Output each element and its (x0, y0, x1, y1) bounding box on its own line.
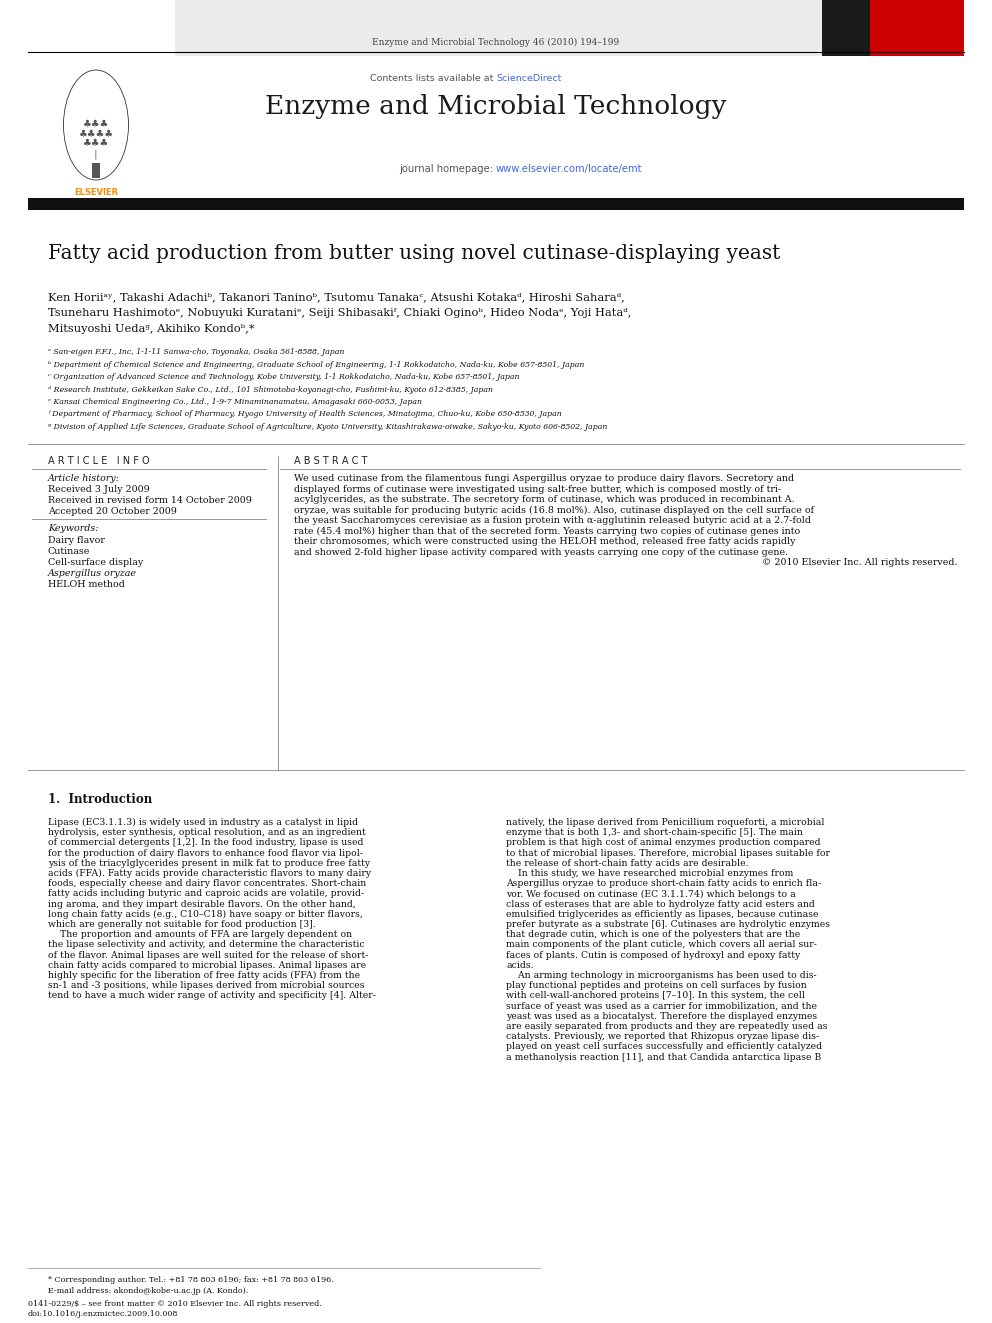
Text: acids.: acids. (506, 960, 534, 970)
Bar (870, 0, 964, 56)
Bar (175, 0, 820, 56)
Text: Received 3 July 2009: Received 3 July 2009 (48, 486, 150, 493)
Text: Article history:: Article history: (48, 474, 120, 483)
Text: foods, especially cheese and dairy flavor concentrates. Short-chain: foods, especially cheese and dairy flavo… (48, 880, 366, 888)
Text: class of esterases that are able to hydrolyze fatty acid esters and: class of esterases that are able to hydr… (506, 900, 814, 909)
Text: EMT: EMT (890, 120, 942, 140)
Text: rate (45.4 mol%) higher than that of the secreted form. Yeasts carrying two copi: rate (45.4 mol%) higher than that of the… (294, 527, 801, 536)
Text: ᵇ Department of Chemical Science and Engineering, Graduate School of Engineering: ᵇ Department of Chemical Science and Eng… (48, 360, 584, 369)
Text: 0141-0229/$ – see front matter © 2010 Elsevier Inc. All rights reserved.: 0141-0229/$ – see front matter © 2010 El… (28, 1301, 321, 1308)
Text: of commercial detergents [1,2]. In the food industry, lipase is used: of commercial detergents [1,2]. In the f… (48, 839, 363, 848)
Text: ♣♣♣
♣♣♣♣
♣♣♣
  |: ♣♣♣ ♣♣♣♣ ♣♣♣ | (78, 120, 113, 159)
Text: Received in revised form 14 October 2009: Received in revised form 14 October 2009 (48, 496, 252, 505)
Text: with cell-wall-anchored proteins [7–10]. In this system, the cell: with cell-wall-anchored proteins [7–10].… (506, 991, 805, 1000)
Text: Contents lists available at: Contents lists available at (370, 74, 496, 83)
Text: tend to have a much wider range of activity and specificity [4]. Alter-: tend to have a much wider range of activ… (48, 991, 376, 1000)
Text: Keywords:: Keywords: (48, 524, 98, 533)
Text: Enzyme and Microbial Technology: Enzyme and Microbial Technology (265, 94, 727, 119)
Text: HELOH method: HELOH method (48, 579, 125, 589)
Text: ᶠ Department of Pharmacy, School of Pharmacy, Hyogo University of Health Science: ᶠ Department of Pharmacy, School of Phar… (48, 410, 561, 418)
Text: the yeast Saccharomyces cerevisiae as a fusion protein with α-agglutinin release: the yeast Saccharomyces cerevisiae as a … (294, 516, 811, 525)
Text: The proportion and amounts of FFA are largely dependent on: The proportion and amounts of FFA are la… (48, 930, 352, 939)
Text: fatty acids including butyric and caproic acids are volatile, provid-: fatty acids including butyric and caproi… (48, 889, 364, 898)
Text: hydrolysis, ester synthesis, optical resolution, and as an ingredient: hydrolysis, ester synthesis, optical res… (48, 828, 366, 837)
Text: ELSEVIER: ELSEVIER (74, 188, 118, 197)
Text: ScienceDirect: ScienceDirect (496, 74, 561, 83)
Text: ENZYME AND
MICROBIAL
TECHNOLOGY: ENZYME AND MICROBIAL TECHNOLOGY (823, 91, 857, 108)
Text: vor. We focused on cutinase (EC 3.1.1.74) which belongs to a: vor. We focused on cutinase (EC 3.1.1.74… (506, 889, 796, 898)
Bar (28, 198, 964, 210)
Text: acylglycerides, as the substrate. The secretory form of cutinase, which was prod: acylglycerides, as the substrate. The se… (294, 495, 795, 504)
Text: Fatty acid production from butter using novel cutinase-displaying yeast: Fatty acid production from butter using … (48, 243, 781, 263)
Text: highly specific for the liberation of free fatty acids (FFA) from the: highly specific for the liberation of fr… (48, 971, 360, 980)
Text: Cutinase: Cutinase (48, 546, 90, 556)
Text: Enzyme and Microbial Technology 46 (2010) 194–199: Enzyme and Microbial Technology 46 (2010… (372, 38, 620, 48)
Text: play functional peptides and proteins on cell surfaces by fusion: play functional peptides and proteins on… (506, 982, 806, 990)
Text: acids (FFA). Fatty acids provide characteristic flavors to many dairy: acids (FFA). Fatty acids provide charact… (48, 869, 371, 878)
Text: chain fatty acids compared to microbial lipases. Animal lipases are: chain fatty acids compared to microbial … (48, 960, 366, 970)
Text: ing aroma, and they impart desirable flavors. On the other hand,: ing aroma, and they impart desirable fla… (48, 900, 356, 909)
Text: catalysts. Previously, we reported that Rhizopus oryzae lipase dis-: catalysts. Previously, we reported that … (506, 1032, 819, 1041)
Text: main components of the plant cuticle, which covers all aerial sur-: main components of the plant cuticle, wh… (506, 941, 816, 950)
Text: A R T I C L E   I N F O: A R T I C L E I N F O (48, 456, 150, 466)
Bar (822, 0, 964, 56)
Text: the lipase selectivity and activity, and determine the characteristic: the lipase selectivity and activity, and… (48, 941, 365, 950)
Text: doi:10.1016/j.enzmictec.2009.10.008: doi:10.1016/j.enzmictec.2009.10.008 (28, 1310, 179, 1318)
Text: ᶜ Organization of Advanced Science and Technology, Kobe University, 1-1 Rokkodai: ᶜ Organization of Advanced Science and T… (48, 373, 520, 381)
Text: Accepted 20 October 2009: Accepted 20 October 2009 (48, 507, 177, 516)
Text: Cell-surface display: Cell-surface display (48, 558, 143, 568)
Text: long chain fatty acids (e.g., C10–C18) have soapy or bitter flavors,: long chain fatty acids (e.g., C10–C18) h… (48, 910, 363, 919)
Bar (28, 0, 964, 56)
Text: to that of microbial lipases. Therefore, microbial lipases suitable for: to that of microbial lipases. Therefore,… (506, 848, 830, 857)
Text: An arming technology in microorganisms has been used to dis-: An arming technology in microorganisms h… (506, 971, 816, 980)
Text: Mitsuyoshi Uedaᵍ, Akihiko Kondoᵇ,*: Mitsuyoshi Uedaᵍ, Akihiko Kondoᵇ,* (48, 324, 255, 333)
Text: Lipase (EC3.1.1.3) is widely used in industry as a catalyst in lipid: Lipase (EC3.1.1.3) is widely used in ind… (48, 818, 358, 827)
Text: natively, the lipase derived from Penicillium roqueforti, a microbial: natively, the lipase derived from Penici… (506, 818, 824, 827)
Text: surface of yeast was used as a carrier for immobilization, and the: surface of yeast was used as a carrier f… (506, 1002, 817, 1011)
Text: and showed 2-fold higher lipase activity compared with yeasts carrying one copy : and showed 2-fold higher lipase activity… (294, 548, 788, 557)
Text: Tsuneharu Hashimotoᵉ, Nobuyuki Kurataniᵉ, Seiji Shibasakiᶠ, Chiaki Oginoᵇ, Hideo: Tsuneharu Hashimotoᵉ, Nobuyuki Kurataniᵉ… (48, 308, 631, 318)
Text: displayed forms of cutinase were investigated using salt-free butter, which is c: displayed forms of cutinase were investi… (294, 484, 781, 493)
Text: emulsified triglycerides as efficiently as lipases, because cutinase: emulsified triglycerides as efficiently … (506, 910, 818, 918)
Bar (28, 0, 175, 56)
Text: are easily separated from products and they are repeatedly used as: are easily separated from products and t… (506, 1021, 827, 1031)
Text: ᵈ Research Institute, Gekkeikan Sake Co., Ltd., 101 Shimotoba-koyanagi-cho, Fush: ᵈ Research Institute, Gekkeikan Sake Co.… (48, 385, 493, 393)
Text: the release of short-chain fatty acids are desirable.: the release of short-chain fatty acids a… (506, 859, 749, 868)
Text: A B S T R A C T: A B S T R A C T (294, 456, 367, 466)
Text: Ken Horiiᵃʸ, Takashi Adachiᵇ, Takanori Taninoᵇ, Tsutomu Tanakaᶜ, Atsushi Kotakaᵈ: Ken Horiiᵃʸ, Takashi Adachiᵇ, Takanori T… (48, 292, 625, 302)
Text: for the production of dairy flavors to enhance food flavor via lipol-: for the production of dairy flavors to e… (48, 848, 363, 857)
Text: problem is that high cost of animal enzymes production compared: problem is that high cost of animal enzy… (506, 839, 820, 848)
Text: Aspergillus oryzae to produce short-chain fatty acids to enrich fla-: Aspergillus oryzae to produce short-chai… (506, 880, 821, 888)
Text: sn-1 and -3 positions, while lipases derived from microbial sources: sn-1 and -3 positions, while lipases der… (48, 982, 364, 990)
Text: yeast was used as a biocatalyst. Therefore the displayed enzymes: yeast was used as a biocatalyst. Therefo… (506, 1012, 817, 1021)
Text: which are generally not suitable for food production [3].: which are generally not suitable for foo… (48, 919, 315, 929)
Text: E-mail address: akondo@kobe-u.ac.jp (A. Kondo).: E-mail address: akondo@kobe-u.ac.jp (A. … (48, 1287, 248, 1295)
Text: prefer butyrate as a substrate [6]. Cutinases are hydrolytic enzymes: prefer butyrate as a substrate [6]. Cuti… (506, 919, 830, 929)
Text: ysis of the triacylglycerides present in milk fat to produce free fatty: ysis of the triacylglycerides present in… (48, 859, 370, 868)
Bar (822, 0, 870, 56)
Text: ᵍ Division of Applied Life Sciences, Graduate School of Agriculture, Kyoto Unive: ᵍ Division of Applied Life Sciences, Gra… (48, 423, 607, 431)
Text: of the flavor. Animal lipases are well suited for the release of short-: of the flavor. Animal lipases are well s… (48, 951, 368, 959)
Text: a methanolysis reaction [11], and that Candida antarctica lipase B: a methanolysis reaction [11], and that C… (506, 1053, 821, 1061)
Text: faces of plants. Cutin is composed of hydroxyl and epoxy fatty: faces of plants. Cutin is composed of hy… (506, 951, 801, 959)
Text: journal homepage:: journal homepage: (399, 164, 496, 175)
Bar (92, 163, 100, 179)
Text: © 2010 Elsevier Inc. All rights reserved.: © 2010 Elsevier Inc. All rights reserved… (763, 558, 958, 568)
Text: their chromosomes, which were constructed using the HELOH method, released free : their chromosomes, which were constructe… (294, 537, 796, 546)
Text: ᵉ Kansai Chemical Engineering Co., Ltd., 1-9-7 Minaminanamatsu, Amagasaki 660-00: ᵉ Kansai Chemical Engineering Co., Ltd.,… (48, 398, 422, 406)
Text: In this study, we have researched microbial enzymes from: In this study, we have researched microb… (506, 869, 794, 878)
Text: oryzae, was suitable for producing butyric acids (16.8 mol%). Also, cutinase dis: oryzae, was suitable for producing butyr… (294, 505, 814, 515)
Text: ᵃ San-eigen F.F.I., Inc, 1-1-11 Sanwa-cho, Toyonaka, Osaka 561-8588, Japan: ᵃ San-eigen F.F.I., Inc, 1-1-11 Sanwa-ch… (48, 348, 344, 356)
Text: * Corresponding author. Tel.: +81 78 803 6196; fax: +81 78 803 6196.: * Corresponding author. Tel.: +81 78 803… (48, 1275, 333, 1285)
Text: www.elsevier.com/locate/emt: www.elsevier.com/locate/emt (496, 164, 643, 175)
Text: played on yeast cell surfaces successfully and efficiently catalyzed: played on yeast cell surfaces successful… (506, 1043, 822, 1052)
Text: Aspergillus oryzae: Aspergillus oryzae (48, 569, 137, 578)
Text: 1.  Introduction: 1. Introduction (48, 792, 152, 806)
Text: We used cutinase from the filamentous fungi Aspergillus oryzae to produce dairy : We used cutinase from the filamentous fu… (294, 474, 795, 483)
Text: that degrade cutin, which is one of the polyesters that are the: that degrade cutin, which is one of the … (506, 930, 801, 939)
Text: Dairy flavor: Dairy flavor (48, 536, 105, 545)
Text: enzyme that is both 1,3- and short-chain-specific [5]. The main: enzyme that is both 1,3- and short-chain… (506, 828, 803, 837)
